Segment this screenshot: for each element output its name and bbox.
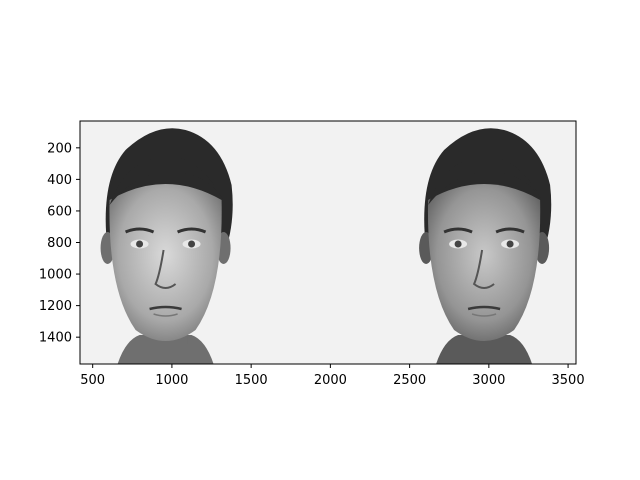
- right-iris: [188, 240, 196, 248]
- mouth: [467, 305, 501, 311]
- y-tick-label: 200: [47, 141, 72, 156]
- face-photos: [100, 128, 552, 364]
- left-eyebrow: [124, 227, 155, 234]
- x-tick-label: 2500: [393, 373, 426, 388]
- x-tick-label: 1500: [235, 373, 268, 388]
- neck: [436, 335, 533, 364]
- right-eyebrow: [176, 227, 207, 234]
- left-iris: [136, 240, 144, 248]
- left-face: [100, 128, 233, 364]
- nose: [472, 249, 495, 289]
- y-axis-ticks: 200 400 600 800 1000 1200 1400: [39, 141, 80, 346]
- x-tick-label: 1000: [155, 373, 188, 388]
- x-tick-label: 3500: [552, 373, 585, 388]
- nose: [154, 249, 177, 289]
- y-tick-label: 400: [47, 173, 72, 188]
- left-iris: [454, 240, 462, 248]
- y-tick-label: 1400: [39, 331, 72, 346]
- hair-fringe: [109, 156, 224, 205]
- x-tick-label: 500: [80, 373, 105, 388]
- face: [109, 184, 222, 341]
- y-tick-label: 1000: [39, 268, 72, 283]
- face: [427, 184, 541, 341]
- right-face: [419, 128, 552, 364]
- left-eyebrow: [443, 227, 473, 234]
- y-tick-label: 600: [47, 204, 72, 219]
- lower-lip: [153, 313, 178, 317]
- right-iris: [506, 240, 514, 248]
- neck: [117, 335, 214, 364]
- y-tick-label: 1200: [39, 299, 72, 314]
- y-tick-label: 800: [47, 236, 72, 251]
- mouth: [149, 305, 182, 311]
- lower-lip: [471, 313, 497, 317]
- x-tick-label: 3000: [472, 373, 505, 388]
- hair-fringe: [428, 156, 543, 205]
- image-panel: [80, 121, 576, 364]
- x-axis-ticks: 500 1000 1500 2000 2500 3000 3500: [80, 364, 585, 388]
- x-tick-label: 2000: [314, 373, 347, 388]
- right-eyebrow: [495, 227, 525, 234]
